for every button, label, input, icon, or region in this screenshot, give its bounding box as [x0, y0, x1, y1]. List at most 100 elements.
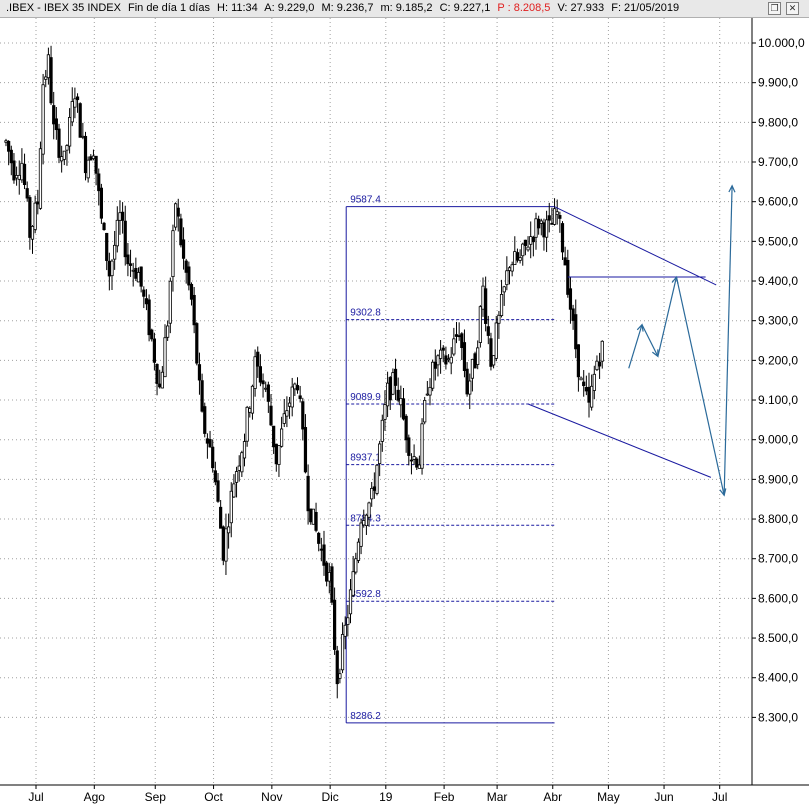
- candle-body: [584, 387, 588, 392]
- candle: [523, 239, 528, 256]
- candle-body: [282, 413, 286, 424]
- candle: [494, 315, 498, 362]
- candle: [285, 396, 289, 428]
- candle: [41, 73, 45, 165]
- candle: [213, 461, 217, 486]
- candle: [378, 440, 382, 477]
- candle-body: [136, 272, 141, 283]
- candle-body: [428, 386, 432, 396]
- candle-body: [54, 118, 58, 131]
- candle-body: [484, 288, 488, 324]
- candle: [510, 261, 514, 277]
- candle-body: [306, 475, 310, 512]
- candle-body: [550, 222, 554, 225]
- candle: [364, 513, 369, 535]
- candle-body: [113, 244, 117, 260]
- candle: [584, 375, 588, 396]
- candle: [486, 315, 490, 345]
- candle-body: [256, 351, 260, 367]
- candle-body: [176, 207, 180, 217]
- candle: [542, 218, 546, 251]
- candle-body: [529, 236, 533, 245]
- candle: [367, 501, 371, 527]
- candle-body: [115, 219, 119, 247]
- projection-arrow-shaft: [628, 324, 643, 369]
- candle: [75, 93, 80, 113]
- candle: [266, 381, 270, 413]
- candle: [327, 563, 331, 594]
- candle-body: [211, 446, 215, 469]
- candle-body: [547, 215, 551, 221]
- candle: [579, 376, 583, 381]
- candle: [293, 382, 297, 396]
- candle: [282, 398, 286, 428]
- candle: [470, 358, 475, 392]
- candle: [221, 525, 225, 566]
- candle-body: [41, 84, 45, 155]
- candle: [200, 373, 204, 413]
- candle-body: [219, 506, 223, 529]
- candle: [237, 455, 241, 482]
- close-window-icon[interactable]: ✕: [786, 2, 799, 15]
- candle-body: [433, 361, 437, 369]
- candle-body: [468, 380, 472, 395]
- candle: [415, 457, 419, 471]
- projection-arrows: [628, 184, 736, 497]
- candle: [332, 587, 337, 655]
- candle-body: [359, 522, 363, 547]
- candle-body: [224, 528, 228, 562]
- candle: [126, 243, 130, 277]
- candle: [560, 221, 565, 261]
- candle: [123, 205, 127, 266]
- candle: [576, 344, 581, 392]
- candle-body: [327, 571, 331, 582]
- candle-body: [73, 98, 77, 108]
- candle: [468, 373, 472, 410]
- candle-body: [409, 459, 414, 462]
- candle: [12, 153, 16, 184]
- candle-body: [372, 486, 376, 491]
- candle-body: [478, 306, 482, 343]
- candle: [473, 351, 477, 369]
- candle-body: [166, 325, 170, 338]
- candle: [152, 332, 156, 371]
- candle: [295, 377, 300, 394]
- date-tick-label: Feb: [434, 790, 455, 804]
- trend-line: [554, 206, 717, 286]
- volume-label: V: 27.933: [557, 2, 605, 14]
- candle: [518, 249, 522, 264]
- candle-body: [343, 624, 347, 637]
- candle-body: [362, 520, 366, 526]
- candle: [306, 464, 310, 525]
- candle: [57, 123, 61, 164]
- date-tick-label: Jul: [28, 790, 43, 804]
- candle: [179, 213, 183, 248]
- candle-body: [208, 439, 212, 448]
- candle-body: [460, 333, 464, 348]
- candle: [232, 474, 236, 498]
- candle: [264, 381, 268, 393]
- candle-body: [489, 338, 493, 367]
- candle-body: [110, 260, 114, 277]
- candle: [545, 210, 549, 253]
- candle-body: [81, 135, 85, 138]
- candle-body: [494, 322, 498, 359]
- candle: [211, 439, 215, 473]
- symbol-label: .IBEX - IBEX 35 INDEX: [6, 2, 121, 14]
- candle-body: [523, 239, 528, 246]
- candle-body: [232, 483, 236, 498]
- candle-body: [144, 298, 149, 305]
- candle: [94, 155, 98, 186]
- candle: [346, 604, 350, 637]
- restore-window-icon[interactable]: ❐: [768, 2, 781, 15]
- candle: [248, 406, 252, 418]
- candle-body: [499, 294, 504, 316]
- candle-body: [221, 526, 225, 561]
- candle: [521, 242, 525, 266]
- candle-body: [205, 438, 209, 444]
- candle-body: [396, 389, 400, 401]
- candle: [253, 349, 257, 397]
- candle-body: [579, 377, 583, 381]
- candle: [502, 285, 506, 306]
- candle-body: [574, 314, 578, 350]
